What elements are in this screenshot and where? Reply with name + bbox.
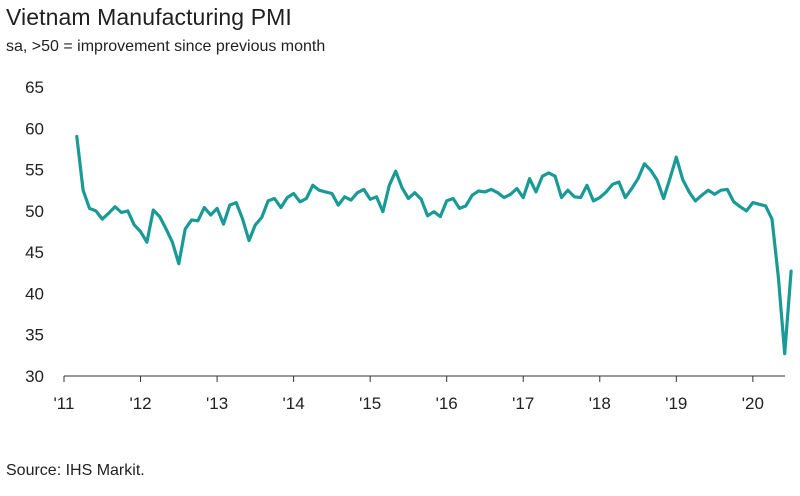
- x-tick-label: '15: [359, 394, 381, 413]
- x-tick-label: '18: [589, 394, 611, 413]
- x-axis: '11 '12 '13 '14 '15 '16 '17 '18 '19 '20: [54, 375, 785, 413]
- y-tick-label: 65: [25, 78, 44, 97]
- source-note: Source: IHS Markit.: [6, 462, 145, 479]
- y-tick-label: 45: [25, 243, 44, 262]
- y-tick-label: 40: [25, 284, 44, 303]
- y-tick-label: 50: [25, 202, 44, 221]
- x-tick-label: '16: [436, 394, 458, 413]
- chart-subtitle: sa, >50 = improvement since previous mon…: [6, 38, 326, 55]
- x-tick-label: '12: [129, 394, 151, 413]
- x-tick-label: '17: [512, 394, 534, 413]
- y-axis-ticks: 30 35 40 45 50 55 60 65: [25, 78, 44, 386]
- series-group: [75, 134, 793, 356]
- x-tick-label: '20: [742, 394, 764, 413]
- chart-title: Vietnam Manufacturing PMI: [6, 4, 292, 30]
- x-tick-label: '13: [206, 394, 228, 413]
- y-tick-label: 30: [25, 367, 44, 386]
- y-tick-label: 35: [25, 326, 44, 345]
- x-tick-label: '19: [665, 394, 687, 413]
- series-line: [75, 134, 793, 356]
- y-tick-label: 55: [25, 161, 44, 180]
- x-tick-label: '11: [54, 394, 75, 413]
- y-tick-label: 60: [25, 119, 44, 138]
- x-tick-label: '14: [283, 394, 305, 413]
